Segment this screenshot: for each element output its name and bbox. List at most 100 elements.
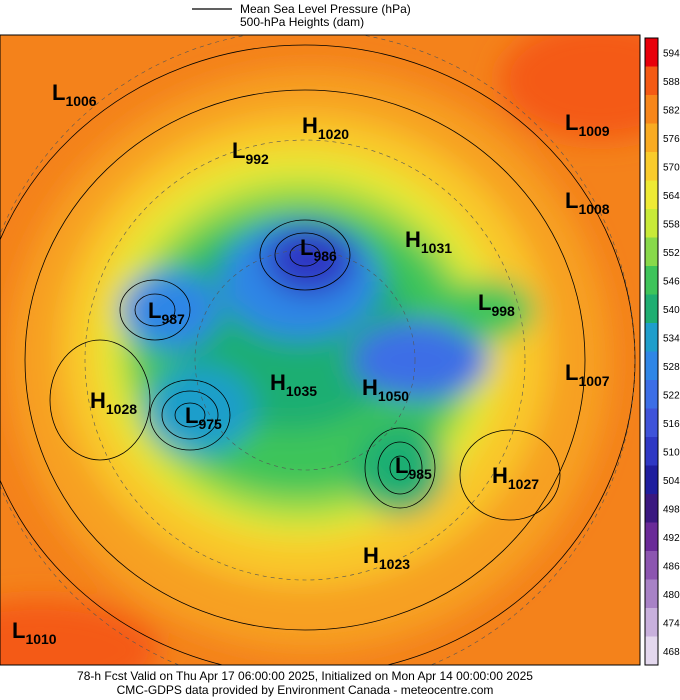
colorbar-label: 558	[663, 219, 680, 230]
center-type: H	[302, 113, 318, 138]
colorbar-label: 552	[663, 248, 680, 259]
colorbar-swatch	[645, 209, 658, 238]
pressure-center: H1027	[492, 463, 539, 492]
center-type: L	[148, 298, 161, 323]
colorbar-swatch	[645, 465, 658, 495]
pressure-center: L1007	[565, 360, 610, 389]
colorbar-label: 576	[663, 134, 680, 145]
colorbar-label: 510	[663, 447, 680, 458]
center-value: 1020	[318, 126, 349, 142]
footer-line: 78-h Fcst Valid on Thu Apr 17 06:00:00 2…	[77, 669, 533, 683]
pressure-center: H1020	[302, 113, 349, 142]
colorbar-label: 540	[663, 305, 680, 316]
colorbar-label: 534	[663, 333, 680, 344]
colorbar-swatch	[645, 152, 658, 181]
center-value: 1023	[379, 556, 410, 572]
center-type: L	[12, 618, 25, 643]
colorbar-label: 486	[663, 561, 680, 572]
graticule	[0, 35, 636, 665]
colorbar-swatch	[645, 608, 658, 637]
colorbar-label: 528	[663, 362, 680, 373]
center-value: 1009	[578, 123, 609, 139]
colorbar-label: 546	[663, 276, 680, 287]
colorbar-swatch	[645, 66, 658, 96]
colorbar: 594 588 582 576 570 564 558 552 546 540 534 528 522 5…	[644, 37, 680, 666]
map	[0, 35, 640, 665]
colorbar-label: 504	[663, 476, 680, 487]
colorbar-label: 492	[663, 533, 680, 544]
pressure-center: L1008	[565, 188, 610, 217]
center-type: L	[478, 290, 491, 315]
height-field	[0, 35, 640, 665]
colorbar-label: 480	[663, 590, 680, 601]
pressure-center: L998	[478, 290, 515, 319]
center-type: H	[363, 543, 379, 568]
center-value: 1035	[286, 383, 317, 399]
center-value: 1028	[106, 401, 137, 417]
colorbar-label: 588	[663, 77, 680, 88]
colorbar-label: 570	[663, 162, 680, 173]
colorbar-swatch	[645, 180, 658, 210]
legend-item: Mean Sea Level Pressure (hPa)	[240, 2, 411, 16]
colorbar-label: 498	[663, 504, 680, 515]
pressure-center: L1006	[52, 80, 97, 109]
center-value: 1031	[421, 240, 452, 256]
colorbar-label: 582	[663, 105, 680, 116]
pressure-center: L1009	[565, 110, 610, 139]
colorbar-swatch	[645, 579, 658, 609]
colorbar-frame	[644, 37, 659, 666]
pressure-center: H1028	[90, 388, 137, 417]
center-value: 1050	[378, 388, 409, 404]
center-value: 1008	[578, 201, 609, 217]
center-type: H	[270, 370, 286, 395]
pressure-center: L987	[148, 298, 185, 327]
colorbar-label: 468	[663, 647, 680, 658]
center-type: H	[405, 227, 421, 252]
footer-line: CMC-GDPS data provided by Environment Ca…	[117, 683, 494, 697]
center-value: 1027	[508, 476, 539, 492]
pressure-center: L992	[232, 138, 269, 167]
center-value: 985	[408, 466, 432, 482]
center-value: 1006	[65, 93, 96, 109]
pressure-center: L1010	[12, 618, 57, 647]
center-type: L	[395, 453, 408, 478]
center-type: H	[492, 463, 508, 488]
colorbar-label: 564	[663, 191, 680, 202]
colorbar-label: 594	[663, 48, 680, 59]
colorbar-swatch	[645, 38, 658, 67]
pressure-center: H1031	[405, 227, 452, 256]
colorbar-swatch	[645, 522, 658, 552]
center-value: 986	[313, 248, 337, 264]
colorbar-label: 474	[663, 618, 680, 629]
center-value: 987	[161, 311, 185, 327]
center-type: L	[52, 80, 65, 105]
colorbar-swatch	[645, 494, 658, 523]
center-type: H	[362, 375, 378, 400]
center-value: 998	[491, 303, 515, 319]
center-value: 1010	[25, 631, 56, 647]
pressure-center: H1050	[362, 375, 409, 404]
colorbar-swatch	[645, 323, 658, 352]
colorbar-swatch	[645, 237, 658, 267]
legend-item: 500-hPa Heights (dam)	[240, 15, 364, 29]
colorbar-swatch	[645, 266, 658, 295]
colorbar-swatch	[645, 551, 658, 580]
center-value: 975	[198, 416, 222, 432]
colorbar-swatch	[645, 123, 658, 153]
pressure-center: L986	[300, 235, 337, 264]
colorbar-label: 522	[663, 390, 680, 401]
center-type: L	[565, 360, 578, 385]
colorbar-swatch	[645, 437, 658, 466]
center-type: L	[565, 188, 578, 213]
pressure-center: L975	[185, 403, 222, 432]
colorbar-swatch	[645, 95, 658, 124]
center-value: 1007	[578, 373, 609, 389]
center-type: L	[232, 138, 245, 163]
center-type: L	[300, 235, 313, 260]
pressure-center: H1035	[270, 370, 317, 399]
map-frame	[0, 34, 641, 666]
colorbar-swatch	[645, 351, 658, 381]
center-value: 992	[245, 151, 269, 167]
